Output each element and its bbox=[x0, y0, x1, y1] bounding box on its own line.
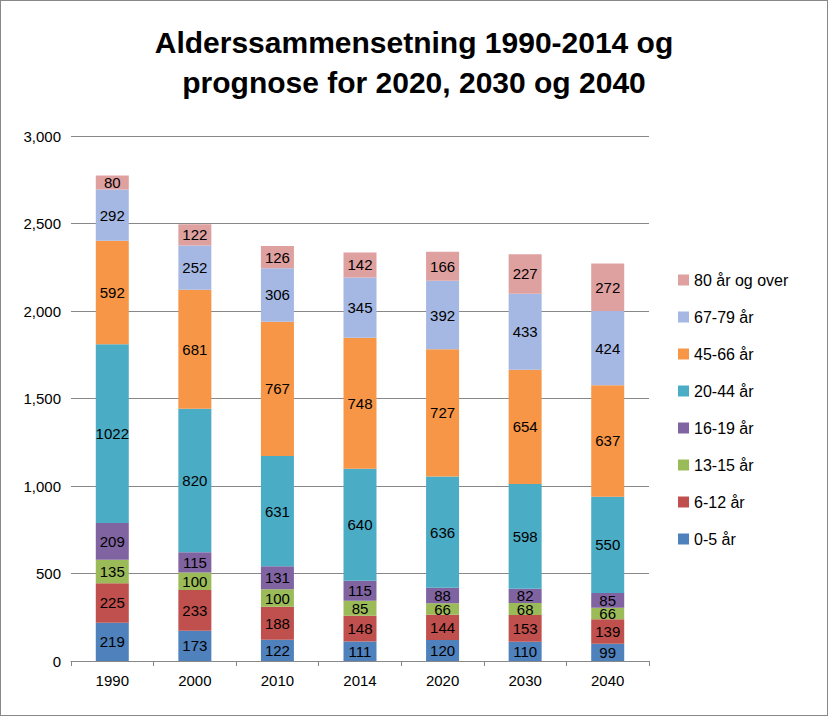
svg-text:16-19 år: 16-19 år bbox=[694, 420, 754, 437]
svg-text:2000: 2000 bbox=[178, 672, 211, 689]
svg-text:100: 100 bbox=[182, 573, 207, 590]
svg-text:82: 82 bbox=[517, 587, 534, 604]
svg-text:85: 85 bbox=[352, 600, 369, 617]
svg-text:1,000: 1,000 bbox=[23, 478, 61, 495]
svg-text:99: 99 bbox=[599, 644, 616, 661]
svg-text:110: 110 bbox=[513, 643, 537, 660]
svg-text:120: 120 bbox=[430, 642, 455, 659]
svg-text:637: 637 bbox=[595, 432, 620, 449]
svg-text:272: 272 bbox=[595, 279, 620, 296]
svg-text:68: 68 bbox=[516, 600, 534, 618]
svg-text:66: 66 bbox=[599, 605, 617, 623]
svg-text:126: 126 bbox=[265, 249, 290, 266]
svg-text:767: 767 bbox=[265, 380, 290, 397]
svg-text:219: 219 bbox=[100, 633, 125, 650]
svg-text:1990: 1990 bbox=[96, 672, 129, 689]
svg-text:3,000: 3,000 bbox=[23, 128, 61, 145]
svg-text:80: 80 bbox=[104, 174, 121, 191]
svg-text:550: 550 bbox=[595, 536, 620, 553]
svg-text:2010: 2010 bbox=[261, 672, 294, 689]
svg-text:233: 233 bbox=[182, 602, 207, 619]
svg-text:166: 166 bbox=[430, 258, 455, 275]
svg-text:66: 66 bbox=[434, 600, 451, 618]
svg-text:115: 115 bbox=[348, 582, 372, 599]
svg-text:252: 252 bbox=[182, 259, 207, 276]
svg-text:727: 727 bbox=[430, 404, 455, 421]
svg-text:392: 392 bbox=[430, 307, 455, 324]
svg-text:45-66 år: 45-66 år bbox=[694, 346, 754, 363]
svg-text:6-12 år: 6-12 år bbox=[694, 494, 745, 511]
svg-text:131: 131 bbox=[265, 569, 290, 586]
svg-text:227: 227 bbox=[513, 265, 538, 282]
svg-text:345: 345 bbox=[347, 299, 372, 316]
svg-text:85: 85 bbox=[599, 592, 616, 609]
svg-text:424: 424 bbox=[595, 340, 620, 357]
svg-text:2040: 2040 bbox=[591, 672, 624, 689]
svg-text:500: 500 bbox=[36, 565, 61, 582]
svg-text:1,500: 1,500 bbox=[23, 390, 61, 407]
svg-text:225: 225 bbox=[100, 594, 125, 611]
svg-text:2,500: 2,500 bbox=[23, 215, 61, 232]
svg-text:88: 88 bbox=[434, 587, 451, 604]
svg-text:142: 142 bbox=[347, 256, 372, 273]
svg-text:115: 115 bbox=[183, 554, 207, 571]
svg-text:prognose for 2020, 2030 og 204: prognose for 2020, 2030 og 2040 bbox=[182, 66, 646, 99]
svg-text:0-5 år: 0-5 år bbox=[694, 531, 736, 548]
svg-text:598: 598 bbox=[513, 528, 538, 545]
svg-text:0: 0 bbox=[53, 653, 61, 670]
svg-text:592: 592 bbox=[100, 284, 125, 301]
svg-text:2020: 2020 bbox=[426, 672, 459, 689]
svg-text:173: 173 bbox=[182, 637, 207, 654]
svg-text:681: 681 bbox=[182, 341, 207, 358]
svg-text:433: 433 bbox=[513, 323, 538, 340]
svg-text:139: 139 bbox=[595, 623, 620, 640]
svg-text:748: 748 bbox=[347, 395, 372, 412]
svg-text:135: 135 bbox=[100, 563, 125, 580]
svg-text:122: 122 bbox=[265, 642, 290, 659]
svg-text:111: 111 bbox=[349, 643, 372, 660]
svg-text:148: 148 bbox=[347, 620, 372, 637]
svg-text:188: 188 bbox=[265, 615, 290, 632]
svg-text:13-15 år: 13-15 år bbox=[694, 457, 754, 474]
svg-text:820: 820 bbox=[182, 472, 207, 489]
svg-text:144: 144 bbox=[430, 619, 455, 636]
svg-text:Alderssammensetning 1990-2014: Alderssammensetning 1990-2014 og bbox=[155, 26, 674, 59]
svg-text:153: 153 bbox=[513, 620, 538, 637]
svg-text:636: 636 bbox=[430, 524, 455, 541]
svg-text:67-79 år: 67-79 år bbox=[694, 309, 754, 326]
svg-text:2030: 2030 bbox=[508, 672, 541, 689]
svg-text:20-44 år: 20-44 år bbox=[694, 383, 754, 400]
svg-text:2014: 2014 bbox=[343, 672, 376, 689]
svg-text:1022: 1022 bbox=[96, 425, 129, 442]
svg-text:2,000: 2,000 bbox=[23, 303, 61, 320]
svg-text:654: 654 bbox=[513, 418, 538, 435]
svg-text:122: 122 bbox=[182, 226, 207, 243]
svg-text:640: 640 bbox=[347, 516, 372, 533]
svg-text:631: 631 bbox=[265, 503, 290, 520]
svg-text:292: 292 bbox=[100, 207, 125, 224]
svg-text:100: 100 bbox=[265, 590, 290, 607]
svg-text:209: 209 bbox=[100, 533, 125, 550]
svg-text:306: 306 bbox=[265, 286, 290, 303]
svg-text:80 år og over: 80 år og over bbox=[694, 272, 789, 289]
